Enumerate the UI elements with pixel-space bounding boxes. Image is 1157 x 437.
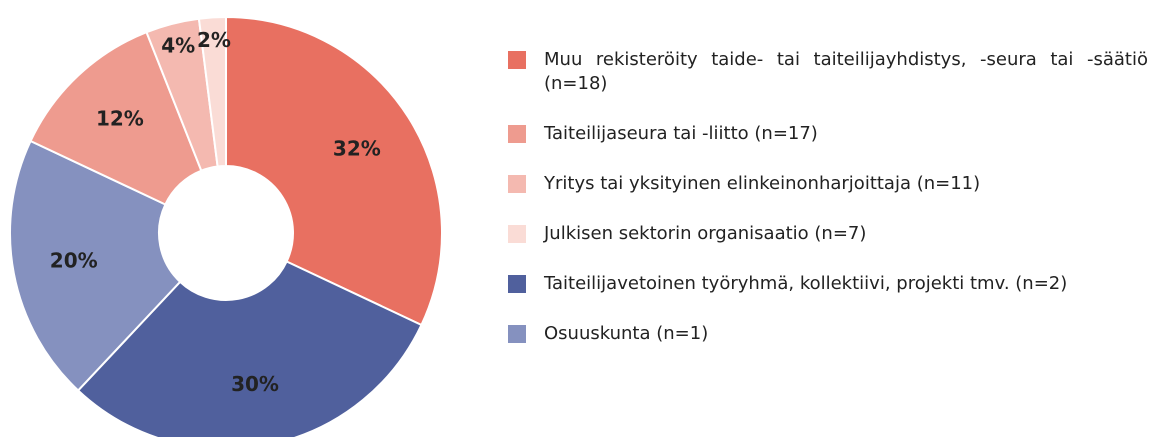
slice <box>29 30 203 206</box>
slice <box>9 139 182 392</box>
legend-item: Yritys tai yksityinen elinkeinonharjoitt… <box>508 172 1148 196</box>
slice <box>197 15 227 168</box>
legend-label: Muu rekisteröity taide- tai taiteilijayh… <box>544 49 1148 94</box>
data-label: 32% <box>333 136 381 160</box>
legend-swatch <box>508 225 526 243</box>
legend-label: Taiteilijaseura tai -liitto (n=17) <box>544 123 818 144</box>
legend-item: Muu rekisteröity taide- tai taiteilijayh… <box>508 48 1148 96</box>
data-label: 12% <box>96 107 144 131</box>
legend: Muu rekisteröity taide- tai taiteilijayh… <box>508 48 1148 372</box>
data-label: 20% <box>50 249 98 273</box>
slice <box>225 15 443 327</box>
legend-label: Julkisen sektorin organisaatio (n=7) <box>544 223 867 244</box>
legend-label: Osuuskunta (n=1) <box>544 323 709 344</box>
legend-item: Taiteilijaseura tai -liitto (n=17) <box>508 122 1148 146</box>
legend-swatch <box>508 325 526 343</box>
data-label: 2% <box>197 28 231 52</box>
legend-item: Osuuskunta (n=1) <box>508 322 1148 346</box>
legend-item: Taiteilijavetoinen työryhmä, kollektiivi… <box>508 272 1148 296</box>
legend-swatch <box>508 125 526 143</box>
legend-swatch <box>508 175 526 193</box>
legend-item: Julkisen sektorin organisaatio (n=7) <box>508 222 1148 246</box>
legend-swatch <box>508 51 526 69</box>
data-label: 30% <box>231 372 279 396</box>
legend-swatch <box>508 275 526 293</box>
data-label: 4% <box>161 34 195 58</box>
legend-label: Yritys tai yksityinen elinkeinonharjoitt… <box>544 173 981 194</box>
slice <box>76 260 423 437</box>
legend-label: Taiteilijavetoinen työryhmä, kollektiivi… <box>544 273 1068 294</box>
